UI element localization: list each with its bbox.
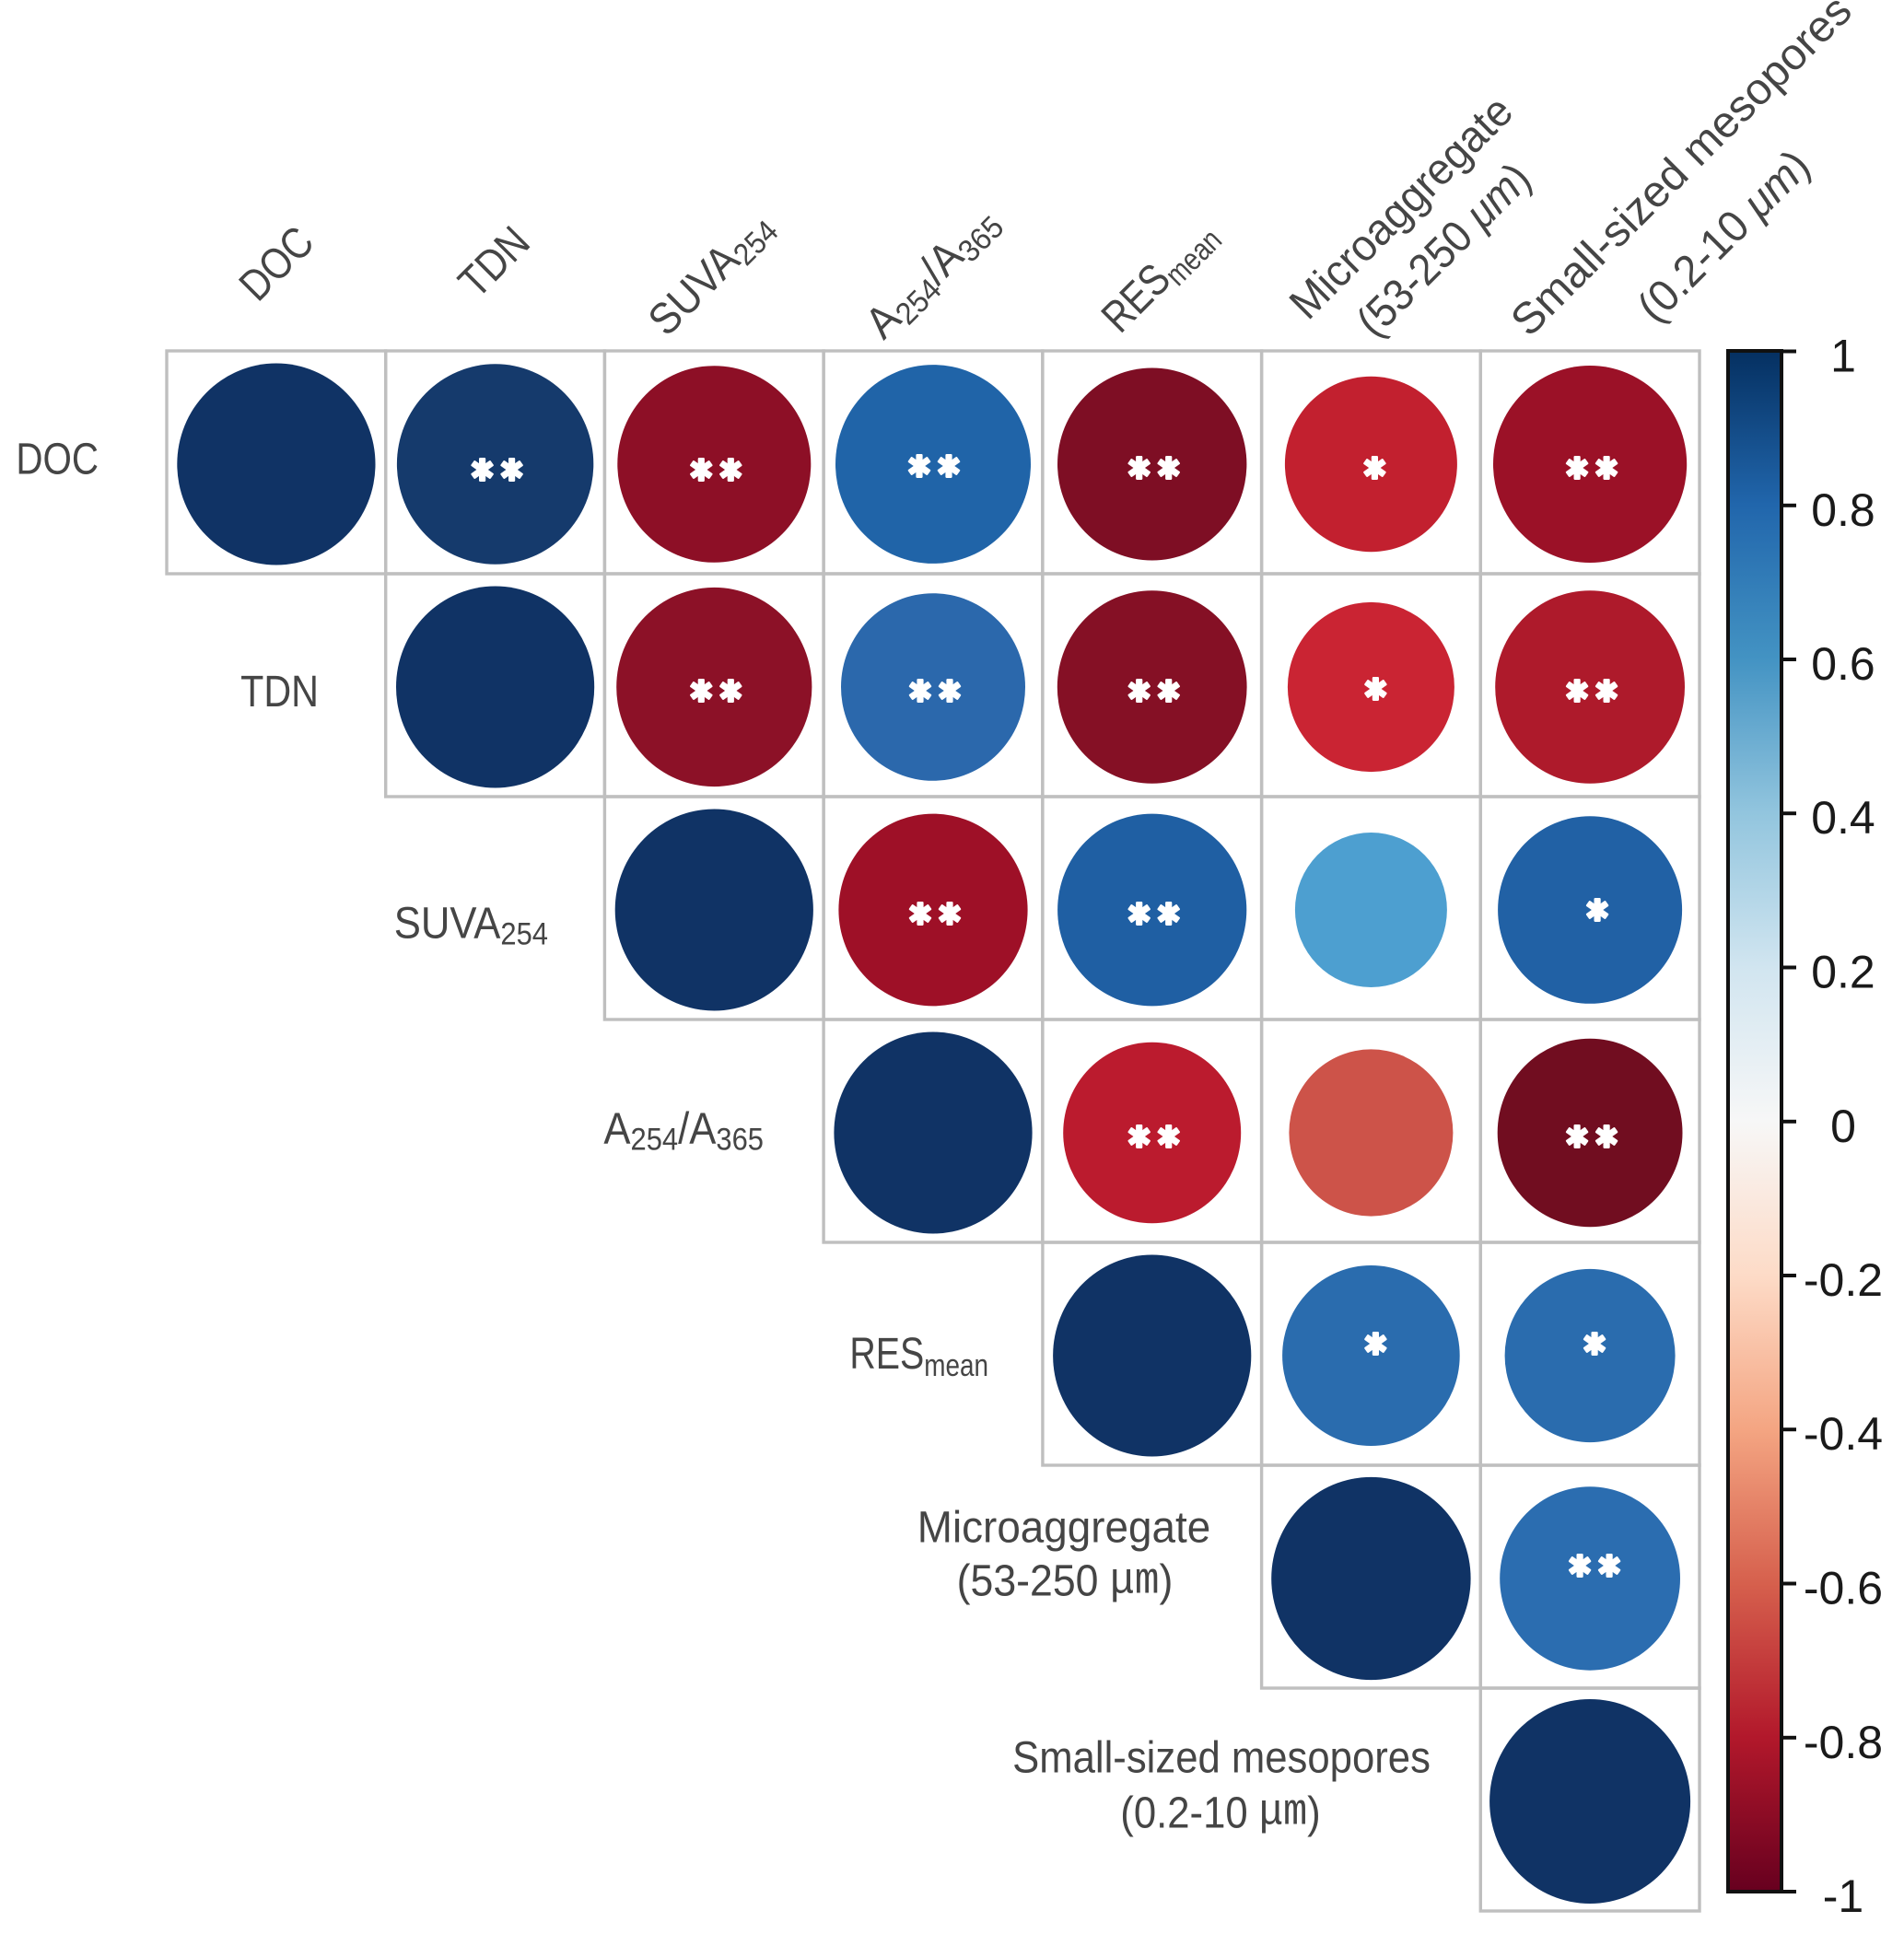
svg-text:1: 1 (1830, 331, 1856, 382)
svg-text:0: 0 (1830, 1101, 1856, 1152)
svg-text:DOC: DOC (16, 435, 99, 484)
svg-text:-1: -1 (1823, 1870, 1863, 1922)
svg-text:(53-250 μm): (53-250 μm) (957, 1555, 1174, 1606)
svg-text:-0.6: -0.6 (1804, 1563, 1883, 1614)
svg-text:Small-sized mesopores: Small-sized mesopores (1012, 1732, 1431, 1782)
svg-text:Microaggregate: Microaggregate (917, 1502, 1210, 1551)
svg-text:-0.8: -0.8 (1804, 1717, 1883, 1768)
svg-text:(0.2-10 μm): (0.2-10 μm) (1120, 1788, 1320, 1837)
svg-text:0.8: 0.8 (1811, 484, 1875, 536)
svg-text:TDN: TDN (240, 667, 319, 717)
svg-text:-0.4: -0.4 (1804, 1408, 1883, 1460)
svg-text:0.6: 0.6 (1811, 638, 1875, 690)
svg-text:0.4: 0.4 (1811, 792, 1875, 844)
svg-text:0.2: 0.2 (1811, 947, 1875, 998)
svg-text:-0.2: -0.2 (1804, 1254, 1883, 1306)
